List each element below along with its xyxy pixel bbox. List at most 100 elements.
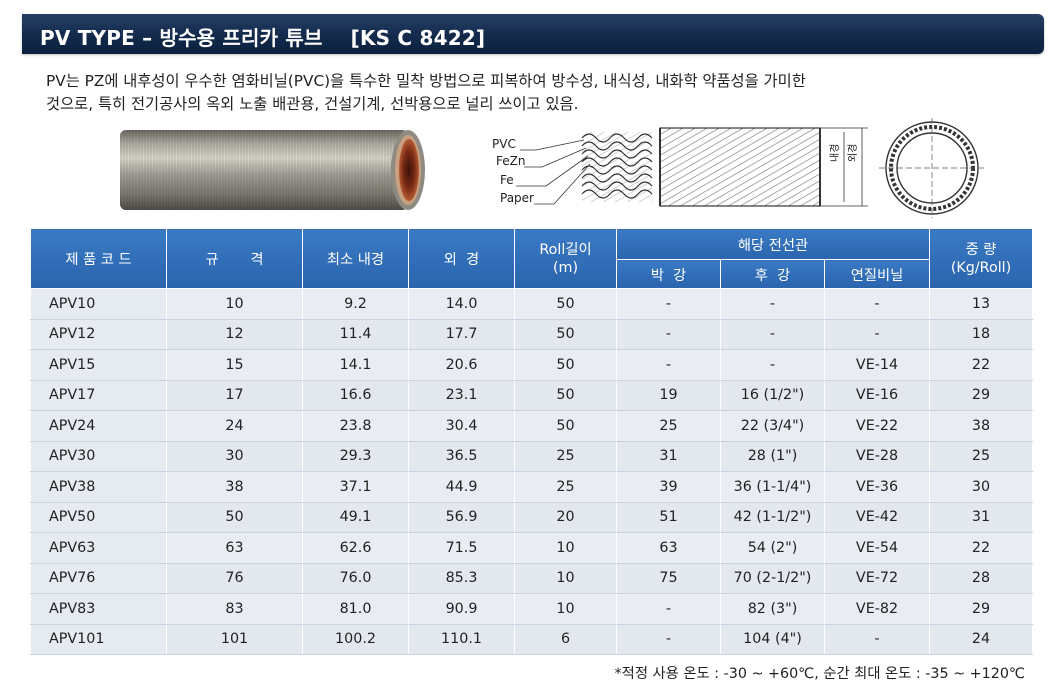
title-bar: PV TYPE – 방수용 프리카 튜브 [KS C 8422] xyxy=(22,14,1044,54)
cell-size: 50 xyxy=(166,502,303,533)
cell-code: APV24 xyxy=(30,410,167,442)
cell-outer: 44.9 xyxy=(408,471,515,503)
cell-size: 12 xyxy=(166,319,303,350)
cell-thick: 36 (1-1/4") xyxy=(720,471,825,503)
cell-weight: 29 xyxy=(929,593,1034,625)
cell-thick: 22 (3/4") xyxy=(720,410,825,442)
cell-code: APV12 xyxy=(30,319,167,350)
title-main: PV TYPE – 방수용 프리카 튜브 xyxy=(40,26,323,50)
cell-soft: VE-42 xyxy=(823,502,931,533)
cell-code: APV10 xyxy=(30,288,167,320)
description-line-2: 것으로, 특히 전기공사의 옥외 노출 배관용, 건설기계, 선박용으로 널리 … xyxy=(46,95,579,113)
cell-thick: 82 (3") xyxy=(720,593,825,625)
table-row: APV76 76 76.0 85.3 10 75 70 (2-1/2") VE-… xyxy=(30,563,1034,594)
cell-code: APV50 xyxy=(30,502,167,533)
cell-roll: 10 xyxy=(514,563,617,594)
cell-roll: 25 xyxy=(514,471,617,503)
cell-roll: 10 xyxy=(514,532,617,564)
cell-soft: VE-36 xyxy=(823,471,931,503)
cell-outer: 30.4 xyxy=(408,410,515,442)
outer-diameter-label: 외경 xyxy=(846,144,859,162)
cell-soft: VE-22 xyxy=(823,410,931,442)
cell-size: 38 xyxy=(166,471,303,503)
description-line-1: PV는 PZ에 내후성이 우수한 염화비닐(PVC)을 특수한 밀착 방법으로 … xyxy=(46,72,806,90)
cell-roll: 6 xyxy=(514,624,617,655)
table-row: APV15 15 14.1 20.6 50 - - VE-14 22 xyxy=(30,349,1034,381)
cell-weight: 28 xyxy=(929,563,1034,594)
table-row: APV63 63 62.6 71.5 10 63 54 (2") VE-54 2… xyxy=(30,532,1034,564)
cell-thick: 42 (1-1/2") xyxy=(720,502,825,533)
table-row: APV17 17 16.6 23.1 50 19 16 (1/2") VE-16… xyxy=(30,380,1034,411)
cell-thick: 104 (4") xyxy=(720,624,825,655)
cell-weight: 25 xyxy=(929,441,1034,472)
header-weight: 중 량 (Kg/Roll) xyxy=(929,228,1034,289)
cell-thin: 51 xyxy=(616,502,721,533)
header-roll-length: Roll길이 (m) xyxy=(514,228,617,289)
cell-min-inner: 23.8 xyxy=(302,410,409,442)
cell-soft: - xyxy=(823,288,931,320)
cell-min-inner: 37.1 xyxy=(302,471,409,503)
cell-outer: 20.6 xyxy=(408,349,515,381)
cell-outer: 14.0 xyxy=(408,288,515,320)
cell-roll: 20 xyxy=(514,502,617,533)
page-title: PV TYPE – 방수용 프리카 튜브 [KS C 8422] xyxy=(40,22,485,51)
cell-roll: 50 xyxy=(514,288,617,320)
cell-thin: 19 xyxy=(616,380,721,411)
cell-thick: - xyxy=(720,319,825,350)
cell-thin: 75 xyxy=(616,563,721,594)
cell-size: 63 xyxy=(166,532,303,564)
table-row: APV101 101 100.2 110.1 6 - 104 (4") - 24 xyxy=(30,624,1034,655)
cell-thick: 70 (2-1/2") xyxy=(720,563,825,594)
cell-weight: 29 xyxy=(929,380,1034,411)
cell-min-inner: 16.6 xyxy=(302,380,409,411)
cell-size: 24 xyxy=(166,410,303,442)
cell-thick: 54 (2") xyxy=(720,532,825,564)
cell-soft: VE-72 xyxy=(823,563,931,594)
inner-diameter-label: 내경 xyxy=(828,144,841,162)
cell-soft: - xyxy=(823,319,931,350)
cell-code: APV17 xyxy=(30,380,167,411)
cell-thin: - xyxy=(616,288,721,320)
header-conduit-group: 해당 전선관 xyxy=(615,228,931,260)
cell-thin: - xyxy=(616,624,721,655)
spec-table: 제 품 코 드 규 격 최소 내경 외 경 Roll길이 (m) 해당 전선관 … xyxy=(30,228,1034,655)
cell-roll: 50 xyxy=(514,380,617,411)
table-row: APV30 30 29.3 36.5 25 31 28 (1") VE-28 2… xyxy=(30,441,1034,472)
cell-weight: 22 xyxy=(929,349,1034,381)
layer-labels: PVC FeZn Fe Paper xyxy=(492,137,534,205)
cell-min-inner: 29.3 xyxy=(302,441,409,472)
cell-weight: 18 xyxy=(929,319,1034,350)
cell-roll: 25 xyxy=(514,441,617,472)
cell-thick: 28 (1") xyxy=(720,441,825,472)
product-description: PV는 PZ에 내후성이 우수한 염화비닐(PVC)을 특수한 밀착 방법으로 … xyxy=(46,70,1036,116)
header-soft-vinyl: 연질비닐 xyxy=(823,259,931,289)
header-outer: 외 경 xyxy=(408,228,515,289)
title-standard: [KS C 8422] xyxy=(350,26,486,50)
layer-label-fezn: FeZn xyxy=(496,154,525,168)
cell-roll: 10 xyxy=(514,593,617,625)
cell-weight: 13 xyxy=(929,288,1034,320)
cell-code: APV83 xyxy=(30,593,167,625)
cell-thin: - xyxy=(616,319,721,350)
cell-thin: 63 xyxy=(616,532,721,564)
cell-soft: VE-16 xyxy=(823,380,931,411)
cell-weight: 22 xyxy=(929,532,1034,564)
cell-size: 101 xyxy=(166,624,303,655)
cell-min-inner: 76.0 xyxy=(302,563,409,594)
cell-min-inner: 81.0 xyxy=(302,593,409,625)
cell-weight: 24 xyxy=(929,624,1034,655)
cell-min-inner: 9.2 xyxy=(302,288,409,320)
cell-code: APV76 xyxy=(30,563,167,594)
cell-soft: VE-14 xyxy=(823,349,931,381)
cell-min-inner: 11.4 xyxy=(302,319,409,350)
table-row: APV10 10 9.2 14.0 50 - - - 13 xyxy=(30,288,1034,320)
cell-thin: 31 xyxy=(616,441,721,472)
cell-thin: - xyxy=(616,349,721,381)
cell-thin: - xyxy=(616,593,721,625)
header-min-inner: 최소 내경 xyxy=(302,228,409,289)
header-size: 규 격 xyxy=(166,228,303,289)
cell-thick: - xyxy=(720,349,825,381)
cell-code: APV30 xyxy=(30,441,167,472)
header-code: 제 품 코 드 xyxy=(30,228,167,289)
cell-roll: 50 xyxy=(514,349,617,381)
